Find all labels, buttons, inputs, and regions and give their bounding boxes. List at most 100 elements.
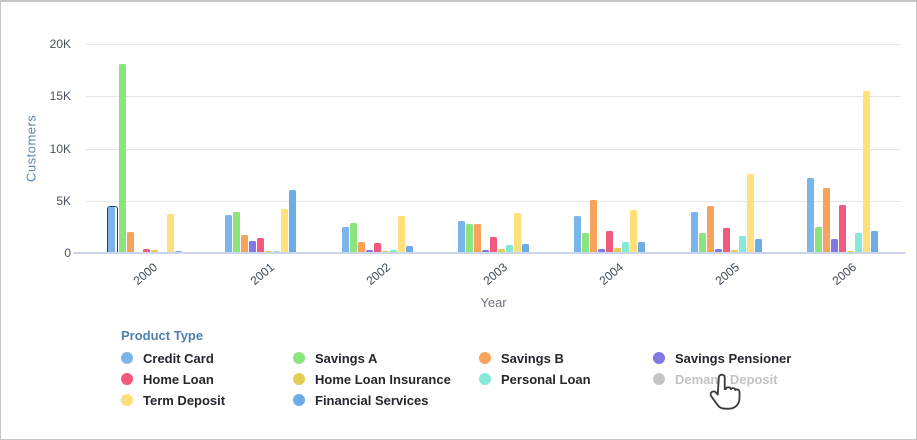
legend-label: Personal Loan [501, 371, 591, 387]
bar-home-loan-insurance-2000[interactable] [150, 250, 158, 253]
legend-marker-icon [293, 394, 305, 406]
x-axis-title: Year [480, 295, 507, 310]
bar-home-loan-insurance-2005[interactable] [730, 250, 738, 253]
x-tick-label-2002: 2002 [363, 260, 394, 288]
legend-label: Savings B [501, 350, 564, 366]
bar-credit-card-2003[interactable] [457, 221, 465, 253]
bar-credit-card-2001[interactable] [225, 215, 233, 253]
bar-savings-b-2004[interactable] [590, 200, 598, 253]
legend-item-savings-b[interactable]: Savings B [479, 350, 653, 366]
bar-financial-services-2003[interactable] [521, 244, 529, 253]
bar-group-2005 [668, 44, 784, 253]
y-tick-label: 20K [49, 37, 71, 51]
legend-label: Financial Services [315, 392, 429, 408]
bar-savings-b-2005[interactable] [706, 206, 714, 253]
bar-savings-pensioner-2003[interactable] [481, 250, 489, 253]
legend-item-demand-deposit[interactable]: Demand Deposit [653, 372, 863, 387]
legend-item-credit-card[interactable]: Credit Card [121, 350, 293, 366]
bar-home-loan-2006[interactable] [839, 205, 847, 253]
bar-home-loan-2003[interactable] [489, 237, 497, 253]
bar-savings-b-2002[interactable] [357, 242, 365, 253]
bar-savings-pensioner-2001[interactable] [249, 241, 257, 253]
bar-personal-loan-2002[interactable] [389, 250, 397, 253]
plot-area [86, 44, 901, 253]
y-tick-label: 10K [49, 141, 71, 156]
legend-marker-icon [121, 373, 133, 385]
bar-credit-card-2005[interactable] [690, 212, 698, 253]
bar-financial-services-2001[interactable] [289, 190, 297, 253]
bar-home-loan-insurance-2003[interactable] [497, 249, 505, 253]
bar-credit-card-2004[interactable] [574, 216, 582, 253]
bar-fill [108, 207, 116, 253]
legend-label: Credit Card [143, 350, 214, 366]
bar-home-loan-2000[interactable] [142, 249, 150, 253]
legend-item-home-loan-insurance[interactable]: Home Loan Insurance [293, 371, 479, 387]
bar-savings-b-2003[interactable] [473, 224, 481, 253]
bar-home-loan-2002[interactable] [373, 243, 381, 253]
bar-financial-services-2006[interactable] [871, 231, 879, 253]
legend-item-savings-a[interactable]: Savings A [293, 351, 479, 366]
bar-savings-a-2004[interactable] [582, 233, 590, 253]
x-tick-label-2003: 2003 [480, 260, 510, 288]
bar-savings-pensioner-2006[interactable] [831, 239, 839, 253]
y-tick-label: 5K [56, 193, 71, 208]
legend-label: Savings Pensioner [675, 350, 792, 366]
legend-item-financial-services[interactable]: Financial Services [293, 392, 479, 408]
bar-personal-loan-2004[interactable] [622, 242, 630, 253]
bar-personal-loan-2005[interactable] [738, 236, 746, 253]
bar-home-loan-2004[interactable] [606, 231, 614, 253]
legend-grid: Credit Card Savings A Savings B Savings Pen… [121, 350, 901, 408]
bar-savings-a-2003[interactable] [465, 224, 473, 253]
bar-personal-loan-2006[interactable] [855, 233, 863, 253]
legend-marker-icon [653, 352, 665, 364]
bar-group-2004 [552, 44, 668, 253]
bar-savings-b-2000[interactable] [126, 232, 134, 253]
bar-term-deposit-2002[interactable] [397, 216, 405, 253]
legend-marker-icon [479, 352, 491, 364]
legend: Product Type Credit Card Savings A Savings… [121, 328, 901, 408]
bar-home-loan-insurance-2004[interactable] [614, 248, 622, 253]
bar-term-deposit-2003[interactable] [513, 213, 521, 253]
legend-title: Product Type [121, 328, 204, 343]
legend-item-personal-loan[interactable]: Personal Loan [479, 371, 653, 387]
bar-credit-card-2000[interactable] [106, 205, 118, 253]
bar-savings-a-2005[interactable] [698, 233, 706, 253]
bar-savings-a-2002[interactable] [349, 223, 357, 253]
bar-savings-b-2006[interactable] [823, 188, 831, 253]
bar-savings-pensioner-2005[interactable] [714, 249, 722, 253]
bar-term-deposit-2000[interactable] [166, 214, 174, 253]
bar-term-deposit-2004[interactable] [630, 210, 638, 253]
bar-savings-b-2001[interactable] [241, 235, 249, 253]
legend-label: Home Loan Insurance [315, 371, 451, 387]
bar-financial-services-2002[interactable] [405, 246, 413, 253]
gridline-20K [86, 44, 901, 45]
bar-group-2006 [785, 44, 901, 253]
bar-savings-a-2001[interactable] [233, 212, 241, 253]
legend-item-savings-pensioner[interactable]: Savings Pensioner [653, 350, 863, 366]
bar-credit-card-2002[interactable] [341, 227, 349, 253]
mouse-cursor-hand-icon [709, 373, 741, 410]
y-tick-label: 0 [64, 246, 71, 260]
legend-marker-icon [121, 394, 133, 406]
bar-home-loan-2005[interactable] [722, 228, 730, 253]
bar-savings-pensioner-2004[interactable] [598, 249, 606, 253]
gridline-5K [86, 200, 901, 202]
bar-savings-a-2006[interactable] [815, 227, 823, 253]
bar-term-deposit-2006[interactable] [863, 91, 871, 253]
bar-credit-card-2006[interactable] [807, 178, 815, 253]
bar-savings-pensioner-2002[interactable] [365, 250, 373, 253]
bar-group-2003 [435, 44, 551, 253]
legend-item-home-loan[interactable]: Home Loan [121, 372, 293, 387]
legend-marker-icon [293, 352, 305, 364]
bar-term-deposit-2005[interactable] [746, 174, 754, 253]
bar-home-loan-2001[interactable] [257, 238, 265, 253]
bar-financial-services-2005[interactable] [754, 239, 762, 253]
bar-personal-loan-2003[interactable] [505, 245, 513, 253]
bar-term-deposit-2001[interactable] [281, 209, 289, 253]
legend-marker-icon [653, 373, 665, 385]
x-tick-label-2001: 2001 [247, 260, 277, 288]
bar-savings-a-2000[interactable] [118, 64, 126, 253]
x-tick-label-2000: 2000 [130, 260, 161, 288]
legend-item-term-deposit[interactable]: Term Deposit [121, 393, 293, 408]
bar-financial-services-2004[interactable] [638, 242, 646, 253]
